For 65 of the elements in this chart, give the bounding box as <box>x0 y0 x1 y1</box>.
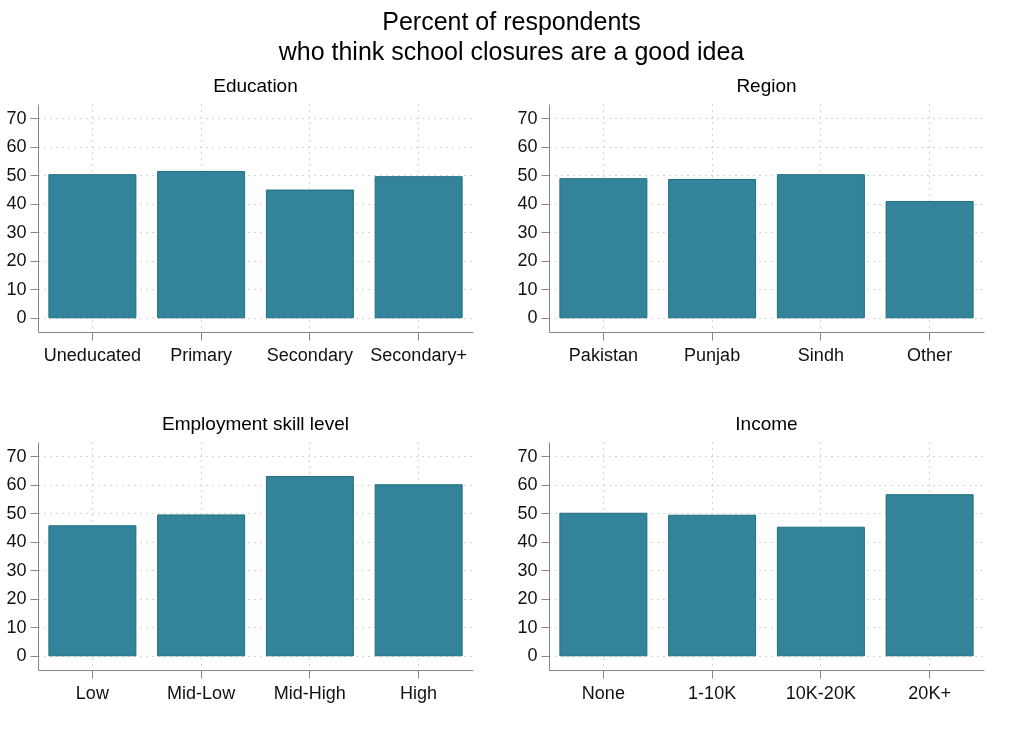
x-tick-label: Punjab <box>684 344 741 365</box>
bar <box>157 514 246 657</box>
y-tick-label: 0 <box>16 307 27 328</box>
x-tick-label: 1-10K <box>688 682 737 703</box>
x-tick-label: Other <box>907 344 953 365</box>
bar <box>48 525 137 657</box>
bar <box>776 526 865 657</box>
x-tick-label: Mid-Low <box>167 682 237 703</box>
bar <box>559 512 648 657</box>
y-tick-label: 10 <box>517 616 538 637</box>
chart-title: Region <box>736 75 797 96</box>
bar <box>157 171 246 319</box>
chart-title: Education <box>213 75 298 96</box>
x-tick-label: Secondary+ <box>370 344 467 365</box>
y-tick-label: 10 <box>6 278 27 299</box>
y-tick-label: 0 <box>527 645 538 666</box>
y-tick-label: 50 <box>6 164 27 185</box>
y-tick-label: 50 <box>517 164 538 185</box>
y-tick-label: 60 <box>517 474 538 495</box>
bar <box>265 189 354 319</box>
y-tick-label: 20 <box>517 588 538 609</box>
y-tick-label: 70 <box>6 107 27 128</box>
bar <box>374 176 463 319</box>
y-tick-label: 50 <box>517 502 538 523</box>
y-tick-label: 40 <box>6 531 27 552</box>
y-tick-label: 10 <box>6 616 27 637</box>
bar <box>48 174 137 319</box>
y-tick-label: 30 <box>517 221 538 242</box>
y-tick-label: 30 <box>6 221 27 242</box>
y-tick-label: 20 <box>517 250 538 271</box>
y-tick-label: 40 <box>517 531 538 552</box>
bar <box>265 475 354 657</box>
y-tick-label: 20 <box>6 588 27 609</box>
y-tick-label: 0 <box>527 307 538 328</box>
bar <box>668 514 757 657</box>
y-tick-label: 60 <box>6 474 27 495</box>
bar <box>374 484 463 657</box>
x-tick-label: Primary <box>170 344 233 365</box>
y-tick-label: 40 <box>6 193 27 214</box>
chart-title: Employment skill level <box>162 413 349 434</box>
x-tick-label: 10K-20K <box>785 682 856 703</box>
y-tick-label: 70 <box>517 445 538 466</box>
x-tick-label: High <box>400 682 438 703</box>
x-tick-label: Sindh <box>797 344 844 365</box>
x-tick-label: Secondary <box>266 344 353 365</box>
bar <box>885 494 974 657</box>
y-tick-label: 20 <box>6 250 27 271</box>
y-tick-label: 40 <box>517 193 538 214</box>
text: Percent of respondents who think school closures are a good idea <box>277 6 746 66</box>
x-tick-label: Uneducated <box>43 344 141 365</box>
y-tick-label: 30 <box>6 559 27 580</box>
y-tick-label: 70 <box>6 445 27 466</box>
x-tick-label: None <box>581 682 625 703</box>
x-tick-label: Mid-High <box>273 682 346 703</box>
x-tick-label: Low <box>75 682 110 703</box>
y-tick-label: 50 <box>6 502 27 523</box>
y-tick-label: 10 <box>517 278 538 299</box>
y-tick-label: 30 <box>517 559 538 580</box>
y-tick-label: 60 <box>517 136 538 157</box>
x-tick-label: 20K+ <box>908 682 951 703</box>
y-tick-label: 70 <box>517 107 538 128</box>
chart-title: Income <box>735 413 798 434</box>
y-tick-label: 60 <box>6 136 27 157</box>
y-tick-label: 0 <box>16 645 27 666</box>
x-tick-label: Pakistan <box>568 344 638 365</box>
